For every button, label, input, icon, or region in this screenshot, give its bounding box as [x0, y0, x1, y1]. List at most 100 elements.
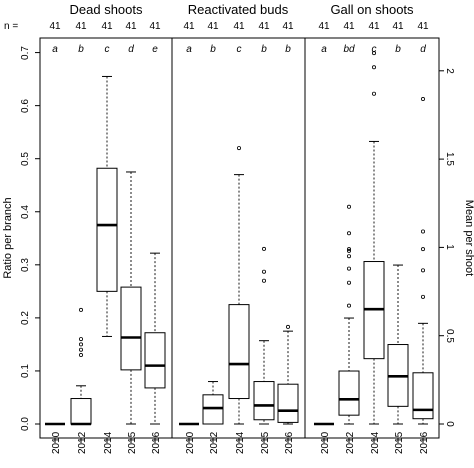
x-tick-label: 2015: [394, 431, 405, 454]
outlier-point: [346, 303, 351, 308]
outlier-point: [79, 337, 84, 342]
box: [228, 304, 250, 400]
x-tick-label: 2016: [419, 431, 430, 454]
n-label: 41: [149, 21, 161, 32]
significance-letter: bd: [343, 44, 355, 55]
outlier-point: [79, 342, 84, 347]
outlier-point: [236, 146, 241, 151]
outlier-point: [346, 280, 351, 285]
n-label: 41: [282, 21, 294, 32]
outlier-point: [346, 204, 351, 209]
n-label: 41: [343, 21, 355, 32]
x-tick-label: 2016: [284, 431, 295, 454]
outlier-point: [346, 248, 351, 253]
significance-letter: c: [237, 44, 242, 55]
x-tick-label: 2016: [151, 431, 162, 454]
outlier-point: [420, 294, 425, 299]
outlier-point: [346, 254, 351, 259]
x-tick-label: 2015: [127, 431, 138, 454]
x-tick-label: 2012: [209, 431, 220, 454]
n-label: 41: [258, 21, 270, 32]
n-prefix-label: n =: [4, 21, 18, 32]
significance-letter: e: [152, 44, 158, 55]
outlier-point: [420, 247, 425, 252]
y-axis-left-title: Ratio per branch: [2, 197, 14, 278]
n-label: 41: [233, 21, 245, 32]
n-label: 41: [183, 21, 195, 32]
y-right-tick-label: 2: [444, 68, 455, 74]
significance-letter: d: [420, 44, 426, 55]
box: [70, 398, 92, 425]
y-axis-right-title: Mean per shoot: [463, 200, 474, 276]
panel-reactivated-buds: Reactivated buds 41 41 41 41 41 a b c b …: [183, 2, 295, 454]
outlier-point: [346, 231, 351, 236]
x-tick-label: 2014: [103, 431, 114, 454]
significance-letter: b: [395, 44, 401, 55]
box: [338, 370, 360, 416]
n-label: 41: [368, 21, 380, 32]
outlier-point: [371, 51, 376, 56]
x-tick-label: 2010: [51, 431, 62, 454]
y-left-tick-label: 0.0: [20, 417, 31, 431]
box: [120, 286, 142, 371]
significance-letter: a: [186, 44, 192, 55]
chart-marks: [35, 37, 444, 443]
x-tick-label: 2012: [77, 431, 88, 454]
significance-letter: b: [261, 44, 267, 55]
outlier-point: [371, 65, 376, 70]
outlier-point: [285, 324, 290, 329]
panel-title-gall-on-shoots: Gall on shoots: [330, 2, 414, 17]
n-label: 41: [392, 21, 404, 32]
significance-letter: b: [78, 44, 84, 55]
outlier-point: [420, 229, 425, 234]
x-tick-label: 2012: [345, 431, 356, 454]
box: [253, 381, 275, 421]
y-left-tick-label: 0.1: [20, 364, 31, 378]
outlier-point: [346, 247, 351, 252]
y-right-tick-label: 0.5: [444, 329, 455, 343]
n-label: 41: [101, 21, 113, 32]
n-label: 41: [318, 21, 330, 32]
n-label: 41: [417, 21, 429, 32]
y-right-tick-label: 1.5: [444, 152, 455, 166]
significance-letter: a: [321, 44, 327, 55]
x-tick-label: 2015: [260, 431, 271, 454]
significance-letter: b: [210, 44, 216, 55]
box: [96, 167, 118, 292]
outlier-point: [79, 307, 84, 312]
y-left-tick-label: 0.7: [20, 46, 31, 60]
n-label: 41: [207, 21, 219, 32]
panel-frame: [304, 37, 440, 439]
y-right-tick-label: 1: [444, 244, 455, 250]
outlier-point: [420, 268, 425, 273]
panel-dead-shoots: Dead shoots 41 41 41 41 41 a b c d e 201…: [49, 2, 162, 454]
outlier-point: [261, 246, 266, 251]
significance-letter: b: [285, 44, 291, 55]
box: [144, 332, 166, 389]
y-left-tick-label: 0.6: [20, 99, 31, 113]
outlier-point: [79, 353, 84, 358]
outlier-point: [371, 91, 376, 96]
y-left-tick-label: 0.2: [20, 311, 31, 325]
outlier-point: [261, 278, 266, 283]
box: [277, 383, 299, 423]
outlier-point: [79, 347, 84, 352]
y-left-tick-label: 0.5: [20, 152, 31, 166]
panel-gall-on-shoots: Gall on shoots 41 41 41 41 41 a bd c b d…: [318, 2, 430, 454]
x-tick-label: 2010: [185, 431, 196, 454]
y-right-tick-label: 0: [444, 421, 455, 427]
box: [412, 372, 434, 420]
panel-title-reactivated-buds: Reactivated buds: [188, 2, 289, 17]
outlier-point: [420, 97, 425, 102]
n-label: 41: [49, 21, 61, 32]
x-tick-label: 2014: [235, 431, 246, 454]
outlier-point: [261, 269, 266, 274]
n-label: 41: [75, 21, 87, 32]
x-tick-label: 2010: [320, 431, 331, 454]
significance-letter: c: [105, 44, 110, 55]
outlier-point: [346, 266, 351, 271]
significance-letter: d: [128, 44, 134, 55]
x-tick-label: 2014: [370, 431, 381, 454]
panel-title-dead-shoots: Dead shoots: [70, 2, 143, 17]
